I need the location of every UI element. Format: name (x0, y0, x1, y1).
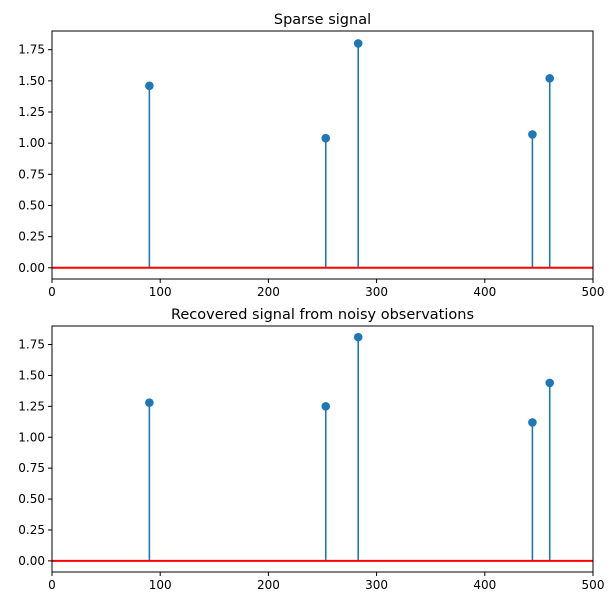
stem-marker (321, 133, 331, 143)
x-tick-label: 100 (149, 285, 172, 299)
x-tick-label: 0 (48, 285, 56, 299)
y-tick-label: 1.00 (18, 136, 45, 150)
y-tick-label: 1.50 (18, 74, 45, 88)
y-tick-label: 1.00 (18, 430, 45, 444)
y-tick-label: 0.50 (18, 492, 45, 506)
stem-marker (145, 81, 154, 91)
stem-marker (321, 402, 331, 411)
x-tick-label: 400 (473, 578, 496, 592)
y-tick-label: 0.25 (18, 230, 45, 244)
stem-marker (545, 378, 555, 388)
y-tick-label: 0.00 (18, 554, 45, 568)
stem-marker (528, 130, 537, 139)
y-tick-label: 1.25 (18, 399, 45, 413)
axes-frame (51, 30, 594, 280)
x-tick-label: 200 (257, 578, 280, 592)
y-tick-label: 0.75 (18, 167, 45, 181)
x-tick-label: 300 (365, 578, 388, 592)
stem-marker (545, 74, 555, 83)
y-tick-label: 1.25 (18, 105, 45, 119)
x-tick-label: 500 (582, 578, 605, 592)
x-tick-label: 200 (257, 285, 280, 299)
sparse-signal-panel: Sparse signal 0 100 200 300 400 500 0.00 0.25 0.5… (18, 12, 604, 299)
stem-marker (528, 418, 537, 427)
axes-frame (51, 325, 594, 573)
stem-marker (353, 39, 363, 48)
x-tick-label: 300 (365, 285, 388, 299)
x-tick-label: 400 (473, 285, 496, 299)
chart-title: Recovered signal from noisy observations (171, 307, 474, 323)
y-tick-label: 1.75 (18, 43, 45, 57)
stem-marker (145, 398, 154, 407)
x-tick-label: 500 (582, 285, 605, 299)
y-tick-label: 1.50 (18, 368, 45, 382)
y-tick-label: 1.75 (18, 338, 45, 352)
stem-marker (353, 332, 363, 342)
y-tick-label: 0.75 (18, 461, 45, 475)
chart-title: Sparse signal (274, 12, 371, 28)
y-tick-label: 0.25 (18, 523, 45, 537)
x-tick-label: 0 (48, 578, 56, 592)
x-tick-label: 100 (149, 578, 172, 592)
recovered-signal-panel: Recovered signal from noisy observations… (18, 307, 604, 592)
y-tick-label: 0.00 (18, 261, 45, 275)
y-tick-label: 0.50 (18, 198, 45, 212)
